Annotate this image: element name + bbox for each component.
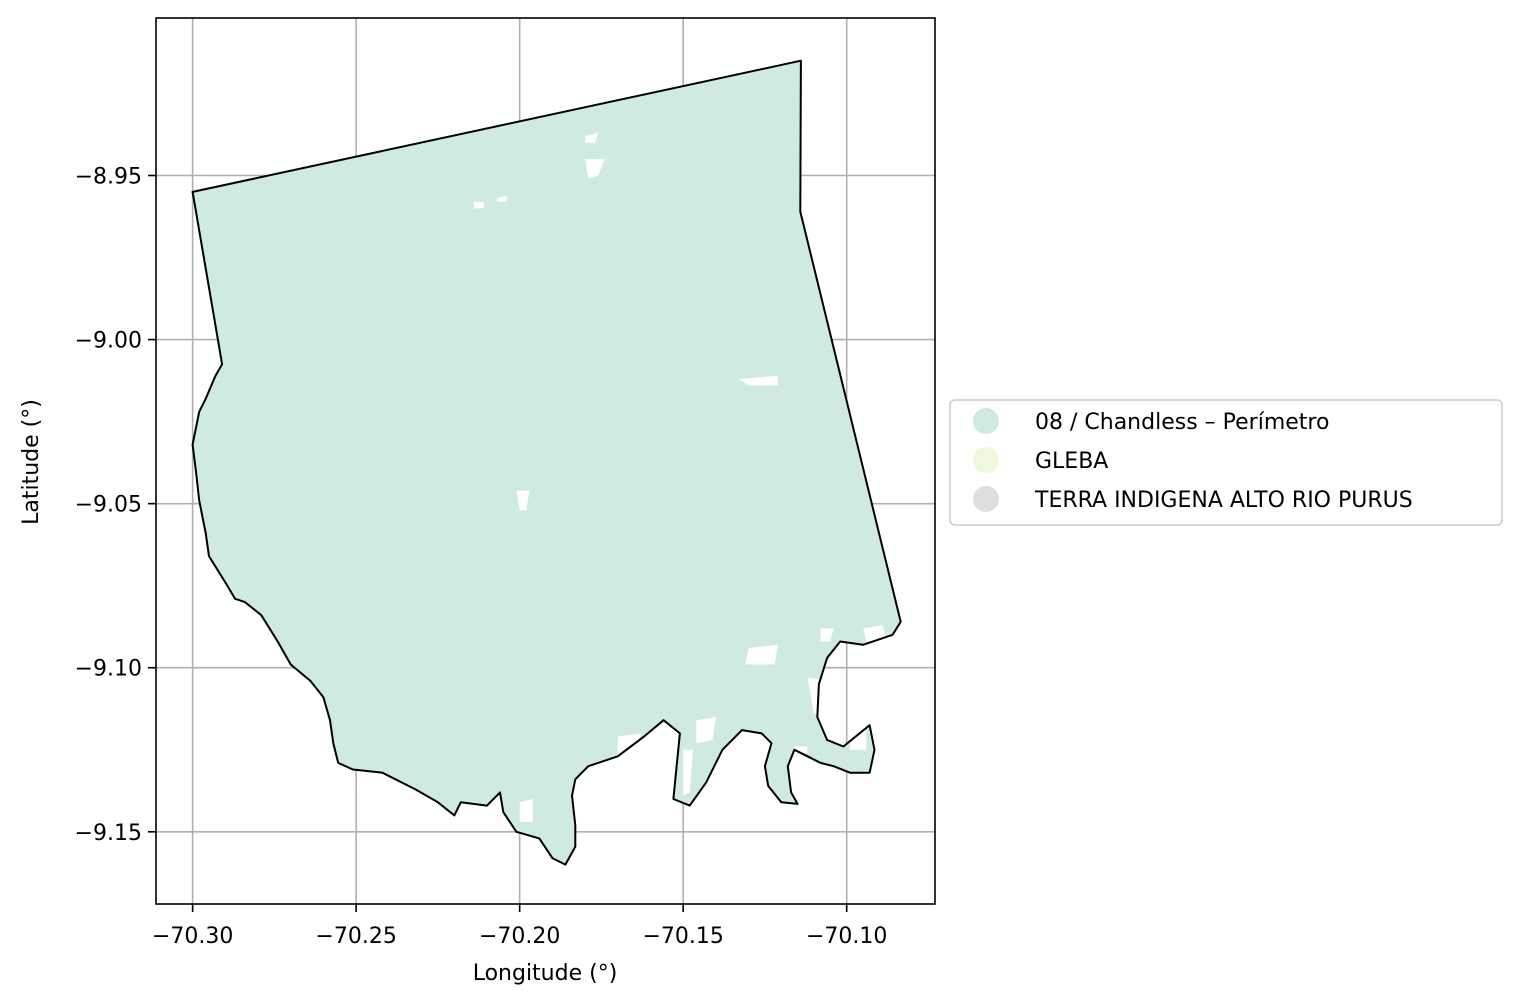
y-tick-label: −9.05 bbox=[75, 493, 142, 518]
polygon-hole bbox=[473, 201, 484, 209]
polygon-hole bbox=[850, 730, 867, 750]
y-tick-label: −8.95 bbox=[75, 165, 142, 190]
polygon-hole bbox=[647, 756, 661, 767]
plot-area bbox=[155, 17, 936, 905]
polygon-hole bbox=[748, 756, 765, 767]
polygon-hole bbox=[745, 644, 778, 665]
x-tick-label: −70.30 bbox=[152, 924, 233, 949]
polygon-hole bbox=[585, 159, 605, 179]
y-tick-label: −9.15 bbox=[75, 821, 142, 846]
x-tick-label: −70.10 bbox=[806, 924, 887, 949]
polygon-hole bbox=[516, 490, 530, 511]
legend-marker bbox=[973, 486, 999, 512]
region-outline bbox=[191, 59, 902, 866]
y-axis-ticks: −8.95 −9.00 −9.05 −9.10 −9.15 bbox=[75, 165, 156, 846]
x-axis-ticks: −70.30 −70.25 −70.20 −70.15 −70.10 bbox=[152, 904, 887, 949]
legend-marker bbox=[973, 408, 999, 434]
legend-label: GLEBA bbox=[1035, 449, 1108, 474]
x-tick-label: −70.15 bbox=[642, 924, 723, 949]
y-tick-label: −9.10 bbox=[75, 657, 142, 682]
polygon-hole bbox=[696, 717, 716, 744]
y-axis-label: Latitude (°) bbox=[19, 399, 44, 525]
x-axis-label: Longitude (°) bbox=[473, 961, 618, 986]
legend-label: 08 / Chandless – Perímetro bbox=[1035, 410, 1329, 435]
polygon-hole bbox=[585, 132, 599, 143]
polygon-hole bbox=[820, 628, 834, 642]
legend-frame bbox=[949, 399, 1503, 526]
polygon-hole bbox=[496, 195, 507, 202]
polygon-hole bbox=[519, 799, 533, 822]
x-tick-label: −70.25 bbox=[315, 924, 396, 949]
legend-label: TERRA INDIGENA ALTO RIO PURUS bbox=[1034, 488, 1413, 513]
y-tick-label: −9.00 bbox=[75, 329, 142, 354]
polygon-hole bbox=[683, 749, 693, 796]
legend: 08 / Chandless – Perímetro GLEBA TERRA IND… bbox=[949, 399, 1503, 526]
legend-marker bbox=[973, 447, 999, 473]
polygon-hole bbox=[830, 700, 841, 717]
region-polygon[interactable] bbox=[192, 60, 901, 865]
x-tick-label: −70.20 bbox=[479, 924, 560, 949]
polygon-hole bbox=[863, 625, 886, 642]
polygon-hole bbox=[738, 375, 778, 386]
axes-frame bbox=[155, 17, 936, 905]
